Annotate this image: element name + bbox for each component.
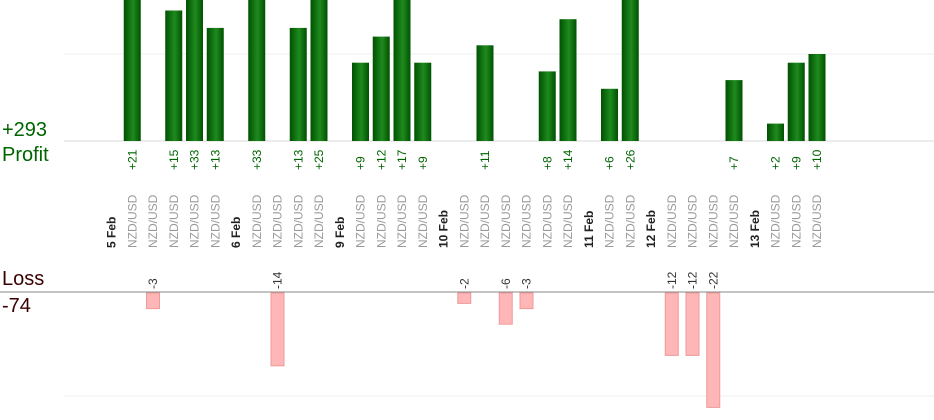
pair-label: NZD/USD <box>706 194 720 248</box>
pair-label: NZD/USD <box>665 194 679 248</box>
profit-bar <box>393 0 411 141</box>
profit-bar <box>186 0 203 141</box>
pair-label: NZD/USD <box>789 194 803 248</box>
pair-label: NZD/USD <box>416 194 430 248</box>
profit-bar <box>165 10 183 141</box>
loss-bar <box>664 292 679 356</box>
loss-value-label: -6 <box>499 278 513 289</box>
profit-value-label: +7 <box>727 156 741 170</box>
loss-value-label: -12 <box>665 271 679 289</box>
loss-value-label: -3 <box>520 278 534 289</box>
profit-value-label: +25 <box>312 149 326 170</box>
loss-bar <box>519 292 534 310</box>
profit-bar <box>725 80 743 141</box>
profit-value-label: +10 <box>810 149 824 170</box>
pair-label: NZD/USD <box>457 194 471 248</box>
profit-bar <box>476 45 494 141</box>
pair-label: NZD/USD <box>727 194 741 248</box>
profit-value-label: +13 <box>208 149 222 170</box>
pair-label: NZD/USD <box>540 194 554 248</box>
date-label: 12 Feb <box>644 210 658 248</box>
profit-value-label: +33 <box>188 149 202 170</box>
profit-bar <box>808 54 826 141</box>
pair-label: NZD/USD <box>810 194 824 248</box>
loss-bar <box>498 292 513 325</box>
pair-label: NZD/USD <box>520 194 534 248</box>
loss-value-label: -3 <box>146 278 160 289</box>
profit-bar <box>206 27 224 141</box>
profit-bar <box>352 62 369 142</box>
loss-bar <box>685 292 700 356</box>
pair-label: NZD/USD <box>271 194 285 248</box>
pair-label: NZD/USD <box>623 194 637 248</box>
profit-value-label: +2 <box>769 156 783 170</box>
profit-value-label: +8 <box>540 156 554 170</box>
loss-bar <box>146 292 160 310</box>
profit-value-label: +9 <box>354 156 368 170</box>
date-label: 11 Feb <box>582 211 596 248</box>
pair-label: NZD/USD <box>374 194 388 248</box>
profit-value-label: +15 <box>167 149 181 170</box>
pair-label: NZD/USD <box>250 194 264 248</box>
pair-label: NZD/USD <box>354 194 368 248</box>
loss-value-label: -14 <box>271 271 285 289</box>
loss-total: -74 <box>2 295 31 317</box>
date-label: 5 Feb <box>105 217 119 248</box>
profit-value-label: +13 <box>291 149 305 170</box>
pair-label: NZD/USD <box>125 194 139 248</box>
date-label: 6 Feb <box>229 217 243 248</box>
pair-label: NZD/USD <box>208 194 222 248</box>
profit-bar <box>248 0 266 141</box>
pair-label: NZD/USD <box>395 194 409 248</box>
profit-value-label: +26 <box>623 149 637 170</box>
profit-value-label: +9 <box>416 156 430 170</box>
pair-label: NZD/USD <box>291 194 305 248</box>
profit-bar <box>289 27 307 141</box>
pair-label: NZD/USD <box>603 194 617 248</box>
profit-bar <box>123 0 141 141</box>
loss-bar <box>706 292 721 408</box>
pair-label: NZD/USD <box>686 194 700 248</box>
pair-label: NZD/USD <box>769 194 783 248</box>
pair-label: NZD/USD <box>312 194 326 248</box>
loss-label: Loss <box>2 268 45 290</box>
profit-bar <box>787 62 805 142</box>
pair-label: NZD/USD <box>167 194 181 248</box>
profit-value-label: +33 <box>250 149 264 170</box>
profit-bar <box>621 0 639 141</box>
pair-label: NZD/USD <box>499 194 513 248</box>
date-label: 9 Feb <box>333 217 347 248</box>
profit-bar <box>310 0 328 141</box>
profit-bar <box>559 19 577 142</box>
loss-value-label: -12 <box>686 271 700 289</box>
profit-value-label: +11 <box>478 150 492 170</box>
profit-value-label: +17 <box>395 149 409 170</box>
date-label: 10 Feb <box>437 210 451 248</box>
pair-label: NZD/USD <box>561 194 575 248</box>
profit-value-label: +6 <box>603 156 617 170</box>
profit-value-label: +21 <box>125 149 139 170</box>
loss-bar <box>457 292 472 304</box>
profit-value-label: +14 <box>561 149 575 170</box>
loss-value-label: -22 <box>706 271 720 289</box>
profit-value-label: +12 <box>374 149 388 170</box>
profit-value-label: +9 <box>789 156 803 170</box>
profit-bar <box>372 36 390 141</box>
pair-label: NZD/USD <box>188 194 202 248</box>
pair-label: NZD/USD <box>478 194 492 248</box>
profit-bar <box>538 71 556 141</box>
profit-bar <box>601 88 618 141</box>
profit-total: +293 <box>2 119 48 141</box>
profit-bar <box>767 123 784 141</box>
profit-bar <box>414 62 432 142</box>
loss-bar <box>270 292 285 367</box>
profit-label: Profit <box>2 144 49 166</box>
date-label: 13 Feb <box>748 210 762 248</box>
loss-value-label: -2 <box>457 278 471 289</box>
pair-label: NZD/USD <box>146 194 160 248</box>
